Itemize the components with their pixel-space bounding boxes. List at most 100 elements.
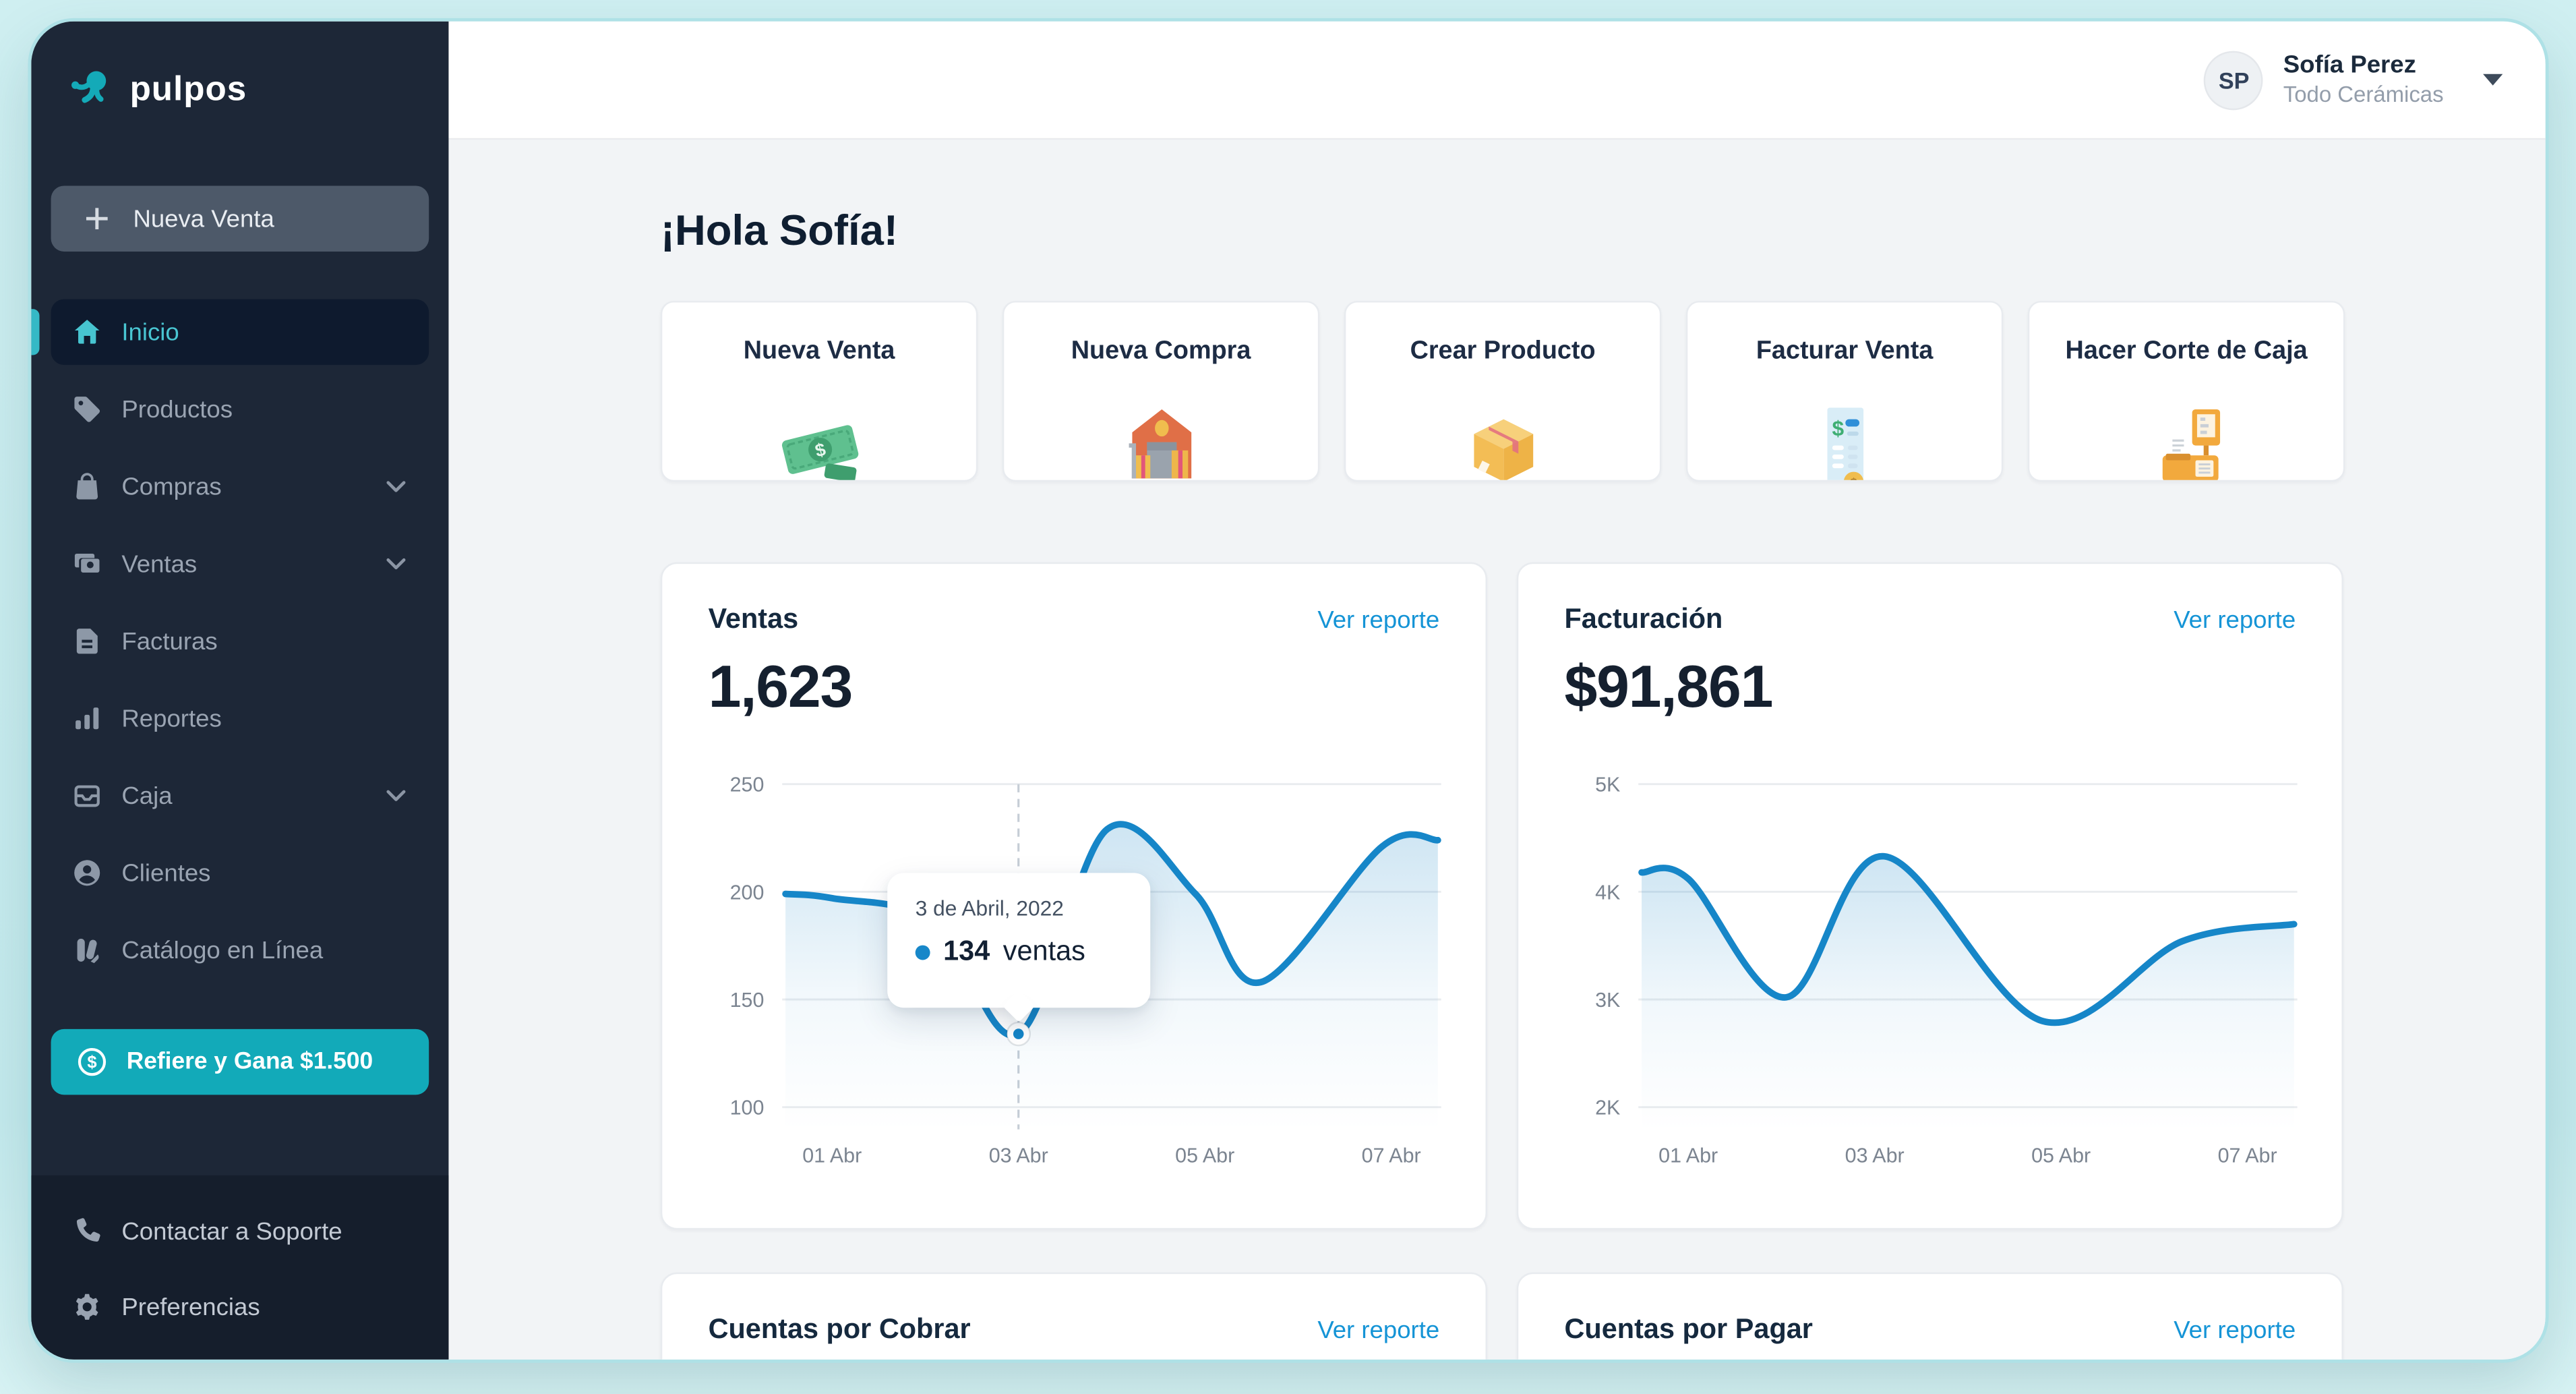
phone-icon: [71, 1215, 104, 1248]
dollar-circle-icon: $: [76, 1045, 109, 1078]
sidebar-item-reportes[interactable]: Reportes: [51, 685, 429, 751]
series-area: [1642, 856, 2294, 1131]
invoice-illustration-icon: $$: [1826, 407, 1863, 482]
sidebar-item-caja[interactable]: Caja: [51, 763, 429, 829]
y-axis-label: 150: [730, 989, 765, 1012]
sidebar-item-label: Ventas: [121, 550, 198, 578]
sidebar-footer-contactar-a-soporte[interactable]: Contactar a Soporte: [51, 1198, 429, 1265]
x-axis-label: 01 Abr: [802, 1144, 862, 1167]
sidebar-item-ventas[interactable]: Ventas: [51, 531, 429, 597]
sidebar-item-facturas[interactable]: Facturas: [51, 608, 429, 674]
action-card-crear-producto[interactable]: Crear Producto: [1344, 301, 1662, 482]
user-block: Sofía Perez Todo Cerámicas: [2283, 49, 2444, 110]
referral-button[interactable]: $ Refiere y Gana $1.500: [51, 1028, 429, 1095]
x-axis-label: 05 Abr: [2031, 1144, 2091, 1167]
x-axis-label: 05 Abr: [1175, 1144, 1234, 1167]
sidebar-item-clientes[interactable]: Clientes: [51, 840, 429, 906]
action-card-facturar-venta[interactable]: Facturar Venta $ $: [1685, 301, 2004, 482]
sidebar-footer-preferencias[interactable]: Preferencias: [51, 1274, 429, 1340]
y-axis-label: 2K: [1595, 1097, 1620, 1120]
chevron-down-icon[interactable]: [380, 548, 413, 581]
sidebar-item-label: Clientes: [121, 859, 211, 888]
x-axis-label: 07 Abr: [1362, 1144, 1421, 1167]
ventas-report-link[interactable]: Ver reporte: [1317, 606, 1440, 635]
sidebar-nav: Inicio Productos Compras Ventas Facturas Repo…: [31, 299, 448, 983]
app-window: pulpos Nueva Venta Inicio Productos Compra…: [31, 21, 2546, 1360]
ventas-total: 1,623: [708, 652, 853, 720]
chevron-down-icon[interactable]: [380, 779, 413, 812]
referral-button-label: Refiere y Gana $1.500: [126, 1049, 373, 1076]
svg-text:$: $: [1849, 476, 1857, 482]
series-line: [1638, 852, 2298, 1026]
facturacion-total: $91,861: [1564, 652, 1774, 720]
avatar[interactable]: SP: [2204, 50, 2264, 110]
new-sale-button[interactable]: Nueva Venta: [51, 185, 429, 252]
chevron-down-icon[interactable]: [380, 470, 413, 503]
cash-icon: [71, 548, 104, 581]
tooltip-value: 134: [943, 935, 990, 967]
y-axis-label: 4K: [1595, 881, 1620, 904]
person-icon: [71, 856, 104, 890]
action-card-nueva-venta[interactable]: Nueva Venta $: [660, 301, 978, 482]
cuentas-por-pagar-card: Cuentas por Pagar Ver reporte: [1516, 1272, 2343, 1360]
sidebar-footer-label: Contactar a Soporte: [121, 1217, 342, 1246]
main-content: ¡Hola Sofía! Nueva Venta $ Nueva Compra Cre…: [448, 140, 2546, 1360]
action-card-title: Nueva Compra: [1071, 337, 1251, 366]
store-illustration-icon: [1128, 409, 1191, 479]
user-name: Sofía Perez: [2283, 51, 2416, 79]
sidebar-item-inicio[interactable]: Inicio: [31, 299, 429, 366]
svg-text:$: $: [87, 1053, 96, 1072]
cuentas-por-cobrar-card: Cuentas por Cobrar Ver reporte: [660, 1272, 1487, 1360]
facturacion-card-title: Facturación: [1564, 603, 1723, 635]
y-axis-label: 3K: [1595, 989, 1620, 1012]
sidebar-item-productos[interactable]: Productos: [51, 376, 429, 442]
cuentas-pagar-report-link[interactable]: Ver reporte: [2174, 1316, 2296, 1345]
charts-row: Ventas Ver reporte 1,623 250 200 150 100 01 …: [660, 562, 2345, 1230]
sidebar: pulpos Nueva Venta Inicio Productos Compra…: [31, 21, 449, 1360]
sidebar-item-compras[interactable]: Compras: [51, 454, 429, 520]
x-axis-label: 01 Abr: [1658, 1144, 1718, 1167]
y-axis-label: 200: [730, 881, 765, 904]
page-greeting: ¡Hola Sofía!: [660, 205, 898, 255]
box-illustration-icon: [1473, 419, 1532, 480]
bars-icon: [71, 702, 104, 735]
sidebar-item-cat-logo-en-l-nea[interactable]: Catálogo en Línea: [51, 917, 429, 983]
tooltip-date: 3 de Abril, 2022: [915, 896, 1064, 921]
quick-actions-row: Nueva Venta $ Nueva Compra Crear Producto Fa…: [660, 301, 2345, 482]
main-column: SP Sofía Perez Todo Cerámicas ¡Hola Sofí…: [448, 21, 2546, 1360]
action-card-title: Crear Producto: [1410, 337, 1596, 366]
sidebar-item-label: Compras: [121, 472, 222, 501]
y-axis-label: 100: [730, 1097, 765, 1120]
svg-text:$: $: [812, 439, 827, 461]
cuentas-cobrar-report-link[interactable]: Ver reporte: [1317, 1316, 1440, 1345]
money-illustration-icon: $: [781, 425, 858, 480]
svg-text:$: $: [1831, 416, 1843, 440]
user-company: Todo Cerámicas: [2283, 83, 2444, 108]
x-axis-label: 07 Abr: [2218, 1144, 2277, 1167]
sidebar-item-label: Caja: [121, 782, 173, 810]
action-card-nueva-compra[interactable]: Nueva Compra: [1002, 301, 1320, 482]
gear-icon: [71, 1290, 104, 1323]
plus-icon: [80, 202, 113, 235]
facturacion-chart-wrap: 5K 4K 3K 2K 01 Abr 03 Abr 05 Abr 07 Abr: [1555, 748, 2298, 1172]
octopus-logo-icon: [67, 67, 113, 113]
x-axis-label: 03 Abr: [1845, 1144, 1905, 1167]
top-header: SP Sofía Perez Todo Cerámicas: [448, 21, 2546, 140]
action-card-title: Facturar Venta: [1756, 337, 1934, 366]
bottom-cards-row: Cuentas por Cobrar Ver reporte Cuentas p…: [660, 1272, 2345, 1360]
drawer-icon: [71, 779, 104, 812]
action-card-title: Nueva Venta: [743, 337, 895, 366]
catalog-icon: [71, 934, 104, 967]
sidebar-item-label: Facturas: [121, 627, 218, 656]
bag-icon: [71, 470, 104, 503]
new-sale-button-label: Nueva Venta: [133, 204, 274, 233]
account-menu-caret-icon[interactable]: [2483, 74, 2503, 86]
sidebar-item-label: Catálogo en Línea: [121, 936, 324, 964]
action-card-title: Hacer Corte de Caja: [2065, 337, 2308, 366]
action-card-hacer-corte-de-caja[interactable]: Hacer Corte de Caja: [2027, 301, 2345, 482]
cuentas-pagar-title: Cuentas por Pagar: [1564, 1313, 1813, 1345]
ventas-card: Ventas Ver reporte 1,623 250 200 150 100 01 …: [660, 562, 1487, 1230]
sidebar-footer-label: Preferencias: [121, 1293, 260, 1321]
facturacion-report-link[interactable]: Ver reporte: [2174, 606, 2296, 635]
